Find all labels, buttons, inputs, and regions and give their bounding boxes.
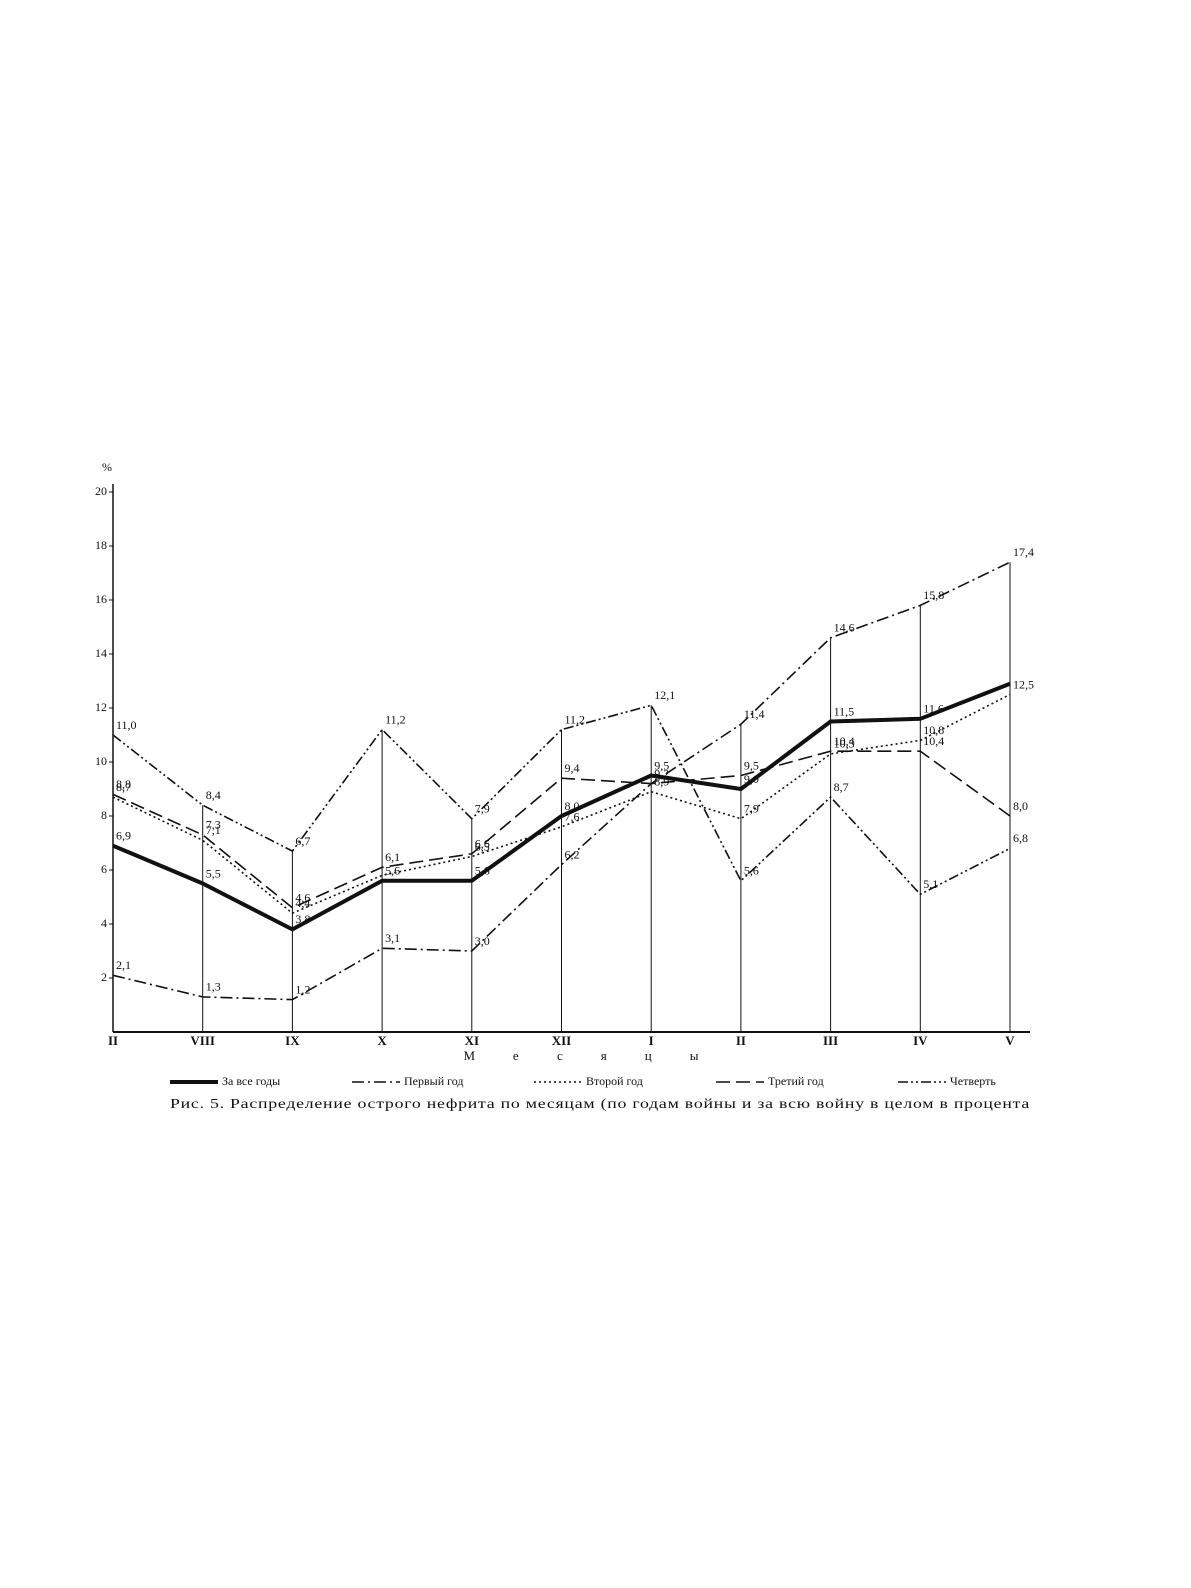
data-label: 8,0 <box>1013 799 1028 813</box>
x-axis-title: Месяцы <box>464 1048 737 1063</box>
data-label: 6,6 <box>475 837 490 851</box>
data-label: 11,6 <box>923 702 944 716</box>
data-label: 6,1 <box>385 850 400 864</box>
data-label: 9,0 <box>744 772 759 786</box>
data-label: 8,7 <box>834 780 849 794</box>
data-label: 7,3 <box>206 818 221 832</box>
data-label: 11,4 <box>744 707 765 721</box>
data-label: 17,4 <box>1013 545 1034 559</box>
data-label: 3,1 <box>385 931 400 945</box>
data-label: 3,8 <box>295 912 310 926</box>
x-tick-label: VIII <box>190 1033 215 1048</box>
data-label: 4,6 <box>295 891 310 905</box>
x-tick-label: II <box>108 1033 118 1048</box>
data-label: 8,9 <box>654 774 669 788</box>
series-line <box>112 681 1011 932</box>
series-line <box>112 750 1011 909</box>
x-tick-label: XII <box>552 1033 572 1048</box>
legend-label: Первый год <box>404 1074 464 1088</box>
x-tick-label: II <box>736 1033 746 1048</box>
data-label: 3,0 <box>475 934 490 948</box>
data-label: 5,6 <box>744 864 759 878</box>
data-label: 6,9 <box>116 828 131 842</box>
data-label: 11,2 <box>565 712 586 726</box>
y-tick-label: 14 <box>95 646 107 660</box>
x-tick-label: V <box>1005 1033 1015 1048</box>
data-label: 10,3 <box>834 737 855 751</box>
y-tick-label: 16 <box>95 592 107 606</box>
x-tick-label: XI <box>465 1033 479 1048</box>
y-tick-label: 6 <box>101 862 107 876</box>
data-label: 9,5 <box>654 758 669 772</box>
data-label: 5,6 <box>385 864 400 878</box>
legend-label: Второй год <box>586 1074 643 1088</box>
legend-label: Четверть <box>950 1074 996 1088</box>
data-label: 12,5 <box>1013 677 1034 691</box>
data-label: 1,2 <box>295 982 310 996</box>
x-tick-label: IX <box>285 1033 300 1048</box>
legend-label: Третий год <box>768 1074 824 1088</box>
data-label: 8,4 <box>206 788 221 802</box>
y-tick-label: 4 <box>101 916 107 930</box>
y-tick-label: 10 <box>95 754 107 768</box>
y-tick-label: 18 <box>95 538 107 552</box>
data-label: 8,0 <box>565 799 580 813</box>
data-label: 6,7 <box>295 834 310 848</box>
caption: Рис. 5. Распределение острого нефрита по… <box>170 1097 1030 1112</box>
data-label: 15,8 <box>923 588 944 602</box>
data-label: 7,6 <box>565 810 580 824</box>
series-line <box>112 693 1011 915</box>
data-label: 6,2 <box>565 847 580 861</box>
data-label: 7,9 <box>475 801 490 815</box>
y-tick-label: 20 <box>95 484 107 498</box>
data-label: 9,2 <box>654 766 669 780</box>
data-label: 12,1 <box>654 688 675 702</box>
x-tick-label: III <box>823 1033 838 1048</box>
data-label: 10,4 <box>923 734 944 748</box>
x-tick-label: IV <box>913 1033 928 1048</box>
y-tick-label: 12 <box>95 700 107 714</box>
data-label: 11,2 <box>385 712 406 726</box>
x-tick-label: I <box>649 1033 654 1048</box>
data-label: 1,3 <box>206 980 221 994</box>
data-label: 11,0 <box>116 718 137 732</box>
data-label: 5,5 <box>206 866 221 880</box>
data-label: 7,9 <box>744 801 759 815</box>
data-label: 10,8 <box>923 723 944 737</box>
data-label: 6,8 <box>1013 831 1028 845</box>
y-unit: % <box>102 460 112 474</box>
data-label: 9,5 <box>744 758 759 772</box>
y-tick-label: 2 <box>101 970 107 984</box>
series-line <box>112 561 1011 1001</box>
data-label: 14,6 <box>834 621 855 635</box>
data-label: 10,4 <box>834 734 855 748</box>
data-label: 9,4 <box>565 761 580 775</box>
data-label: 5,6 <box>475 864 490 878</box>
data-label: 2,1 <box>116 958 131 972</box>
legend-label: За все годы <box>222 1074 280 1088</box>
data-label: 5,1 <box>923 877 938 891</box>
data-label: 8,7 <box>116 780 131 794</box>
data-label: 7,1 <box>206 823 221 837</box>
y-tick-label: 8 <box>101 808 107 822</box>
data-label: 8,8 <box>116 777 131 791</box>
x-tick-label: X <box>377 1033 387 1048</box>
data-label: 11,5 <box>834 704 855 718</box>
